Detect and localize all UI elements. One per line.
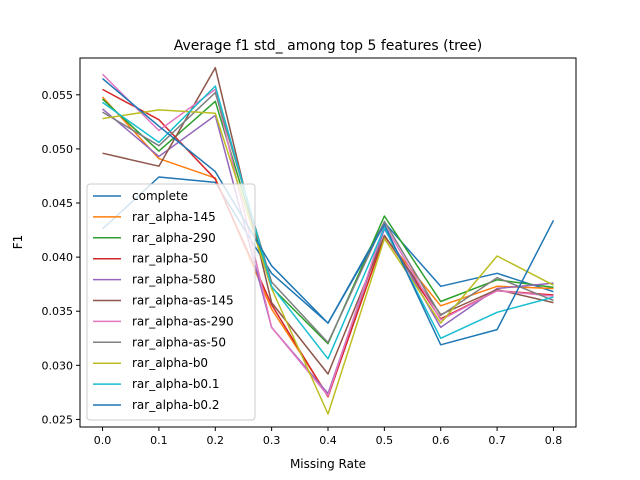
legend-label: complete [132,189,188,203]
series-line-rar_alpha-as-290 [101,73,554,397]
legend-label: rar_alpha-b0 [132,356,208,370]
series-line-rar_alpha-b0 [102,109,554,415]
legend-label: rar_alpha-as-50 [132,335,226,349]
y-tick-label: 0.040 [42,251,74,264]
y-tick-label: 0.055 [42,89,74,102]
series-line-rar_alpha-b0.1 [102,85,554,360]
x-tick-label: 0.6 [432,434,450,447]
series-line-rar_alpha-as-50 [102,91,554,344]
legend-label: rar_alpha-as-145 [132,294,234,308]
x-tick-label: 0.8 [545,434,563,447]
y-tick-label: 0.025 [42,413,74,426]
legend-label: rar_alpha-580 [132,273,216,287]
x-axis-label: Missing Rate [290,457,366,471]
y-axis-ticks: 0.025 0.030 0.035 0.040 0.045 0.050 0.055 [42,89,80,426]
y-tick-label: 0.035 [42,305,74,318]
y-axis-label: F1 [11,235,25,250]
series-line-rar_alpha-as-145 [102,66,554,375]
legend-label: rar_alpha-50 [132,252,208,266]
chart-title: Average f1 std_ among top 5 features (tr… [174,38,482,54]
legend-label: rar_alpha-145 [132,210,216,224]
x-axis-ticks: 0.0 0.1 0.2 0.3 0.4 0.5 0.6 0.7 0.8 [94,427,562,447]
x-tick-label: 0.3 [263,434,281,447]
legend-label: rar_alpha-b0.2 [132,398,220,412]
x-tick-label: 0.0 [94,434,112,447]
legend: complete rar_alpha-145 rar_alpha-290 rar_al… [86,183,256,421]
x-tick-label: 0.4 [319,434,337,447]
x-tick-label: 0.5 [376,434,394,447]
legend-label: rar_alpha-b0.1 [132,377,220,391]
x-tick-label: 0.1 [150,434,168,447]
y-tick-label: 0.030 [42,359,74,372]
series-line-rar_alpha-b0.2 [102,78,555,346]
x-tick-label: 0.7 [488,434,506,447]
y-tick-label: 0.050 [42,143,74,156]
series-lines [101,66,555,415]
x-tick-label: 0.2 [207,434,225,447]
legend-label: rar_alpha-as-290 [132,314,234,328]
legend-label: rar_alpha-290 [132,231,216,245]
y-tick-label: 0.045 [42,197,74,210]
legend-box [86,183,256,421]
